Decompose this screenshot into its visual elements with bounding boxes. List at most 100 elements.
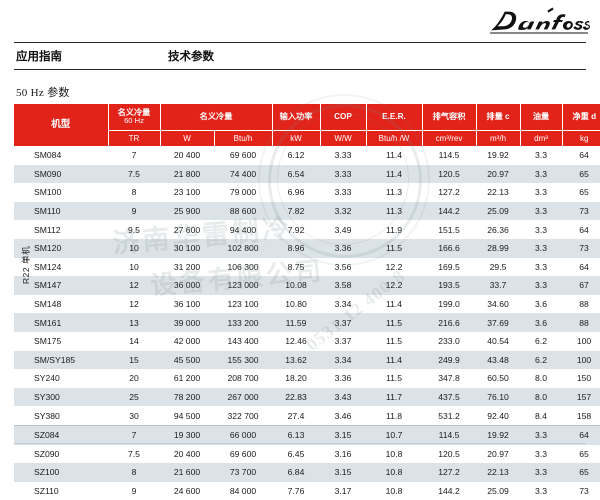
cell-weight: 73 (562, 481, 600, 500)
cell-tr: 12 (108, 294, 160, 314)
cell-disp: 151.5 (422, 220, 477, 239)
cell-model: SZ084 (14, 424, 108, 445)
cell-flow: 26.36 (476, 220, 521, 239)
cell-flow: 34.60 (476, 294, 521, 314)
cell-kw: 6.84 (272, 463, 321, 482)
cell-cop: 3.15 (320, 463, 367, 482)
cell-flow: 33.7 (476, 276, 521, 295)
table-row: SM147 12 36 000 123 000 10.08 3.58 12.2 193.5 33… (14, 276, 600, 295)
cell-weight: 73 (562, 201, 600, 221)
cell-w: 78 200 (160, 387, 214, 407)
cell-cop: 3.33 (320, 164, 367, 184)
cell-oil: 3.3 (520, 220, 563, 239)
cell-model: SM100 (14, 183, 108, 202)
cell-oil: 3.3 (520, 146, 563, 165)
cell-eer: 11.5 (366, 331, 423, 351)
col-unit-kw: kW (271, 130, 321, 146)
col-unit-kg: kg (561, 130, 600, 146)
cell-disp: 144.2 (422, 481, 477, 500)
cell-model: SM/SY185 (14, 350, 108, 370)
col-header-nominal-capacity: 名义冷量 (159, 104, 273, 131)
header-guide-label: 应用指南 (16, 51, 62, 63)
cell-tr: 9 (108, 201, 160, 221)
cell-kw: 8.96 (272, 238, 321, 258)
cell-cop: 3.34 (320, 350, 367, 370)
cell-oil: 3.3 (520, 257, 563, 277)
cell-weight: 150 (562, 369, 600, 388)
cell-btuh: 69 600 (214, 146, 273, 165)
table-row: SZ090 7.5 20 400 69 600 6.45 3.16 10.8 120.5 20.… (14, 444, 600, 464)
cell-oil: 3.3 (520, 481, 563, 500)
col-header-oil-charge: 油量 (519, 104, 563, 131)
cell-flow: 29.5 (476, 257, 521, 277)
cell-tr: 9.5 (108, 220, 160, 239)
cell-flow: 76.10 (476, 387, 521, 407)
cell-eer: 11.4 (366, 350, 423, 370)
cell-cop: 3.58 (320, 276, 367, 295)
table-row: SY300 25 78 200 267 000 22.83 3.43 11.7 437.5 76… (14, 387, 600, 407)
cell-btuh: 143 400 (214, 331, 273, 351)
cell-disp: 249.9 (422, 350, 477, 370)
cell-model: SM147 (14, 276, 108, 295)
cell-flow: 22.13 (476, 183, 521, 202)
col-unit-dm3: dm³ (519, 130, 563, 146)
cell-weight: 65 (562, 164, 600, 184)
cell-weight: 88 (562, 294, 600, 314)
cell-kw: 27.4 (272, 406, 321, 426)
cell-flow: 25.09 (476, 481, 521, 500)
cell-model: SM112 (14, 220, 108, 239)
header-section-label: 技术参数 (168, 51, 214, 63)
cell-disp: 127.2 (422, 183, 477, 202)
col-header-eer: E.E.R. (365, 104, 423, 131)
cell-kw: 6.13 (272, 424, 321, 445)
cell-tr: 15 (108, 350, 160, 370)
col-unit-ww: W/W (319, 130, 367, 146)
cell-btuh: 322 700 (214, 406, 273, 426)
cell-w: 36 100 (160, 294, 214, 314)
col-header-nominal-capacity-60hz-title: 名义冷量 (117, 107, 151, 117)
cell-oil: 3.6 (520, 313, 563, 332)
cell-model: SY300 (14, 387, 108, 407)
cell-tr: 20 (108, 369, 160, 388)
cell-eer: 11.5 (366, 369, 423, 388)
spec-table-body: SM084 7 20 400 69 600 6.12 3.33 11.4 114.5 19.92… (14, 146, 600, 500)
cell-kw: 6.96 (272, 183, 321, 202)
cell-kw: 12.46 (272, 331, 321, 351)
cell-model: SM110 (14, 201, 108, 221)
cell-btuh: 102 800 (214, 238, 273, 258)
cell-flow: 25.09 (476, 201, 521, 221)
cell-flow: 43.48 (476, 350, 521, 370)
cell-kw: 18.20 (272, 369, 321, 388)
cell-tr: 7.5 (108, 164, 160, 184)
cell-model: SZ090 (14, 444, 108, 464)
cell-disp: 531.2 (422, 406, 477, 426)
cell-model: SY240 (14, 369, 108, 388)
cell-btuh: 208 700 (214, 369, 273, 388)
cell-flow: 22.13 (476, 463, 521, 482)
cell-model: SM090 (14, 164, 108, 184)
cell-tr: 7 (108, 146, 160, 165)
cell-eer: 10.7 (366, 424, 423, 445)
table-row: SM161 13 39 000 133 200 11.59 3.37 11.5 216.6 37… (14, 313, 600, 332)
cell-btuh: 133 200 (214, 313, 273, 332)
cell-cop: 3.34 (320, 294, 367, 314)
cell-weight: 73 (562, 238, 600, 258)
table-row: SM100 8 23 100 79 000 6.96 3.33 11.3 127.2 22.13… (14, 183, 600, 202)
cell-w: 23 100 (160, 183, 214, 202)
table-row: SM175 14 42 000 143 400 12.46 3.37 11.5 233.0 40… (14, 331, 600, 351)
cell-oil: 3.3 (520, 201, 563, 221)
cell-oil: 3.3 (520, 164, 563, 184)
cell-oil: 8.4 (520, 406, 563, 426)
cell-kw: 10.08 (272, 276, 321, 295)
cell-flow: 60.50 (476, 369, 521, 388)
col-unit-m3-h: m³/h (475, 130, 521, 146)
cell-model: SM124 (14, 257, 108, 277)
cell-disp: 144.2 (422, 201, 477, 221)
cell-btuh: 88 600 (214, 201, 273, 221)
cell-cop: 3.16 (320, 444, 367, 464)
cell-w: 20 400 (160, 146, 214, 165)
cell-tr: 10 (108, 257, 160, 277)
table-row: SZ110 9 24 600 84 000 7.76 3.17 10.8 144.2 25.09… (14, 481, 600, 500)
cell-oil: 3.3 (520, 183, 563, 202)
cell-weight: 100 (562, 331, 600, 351)
